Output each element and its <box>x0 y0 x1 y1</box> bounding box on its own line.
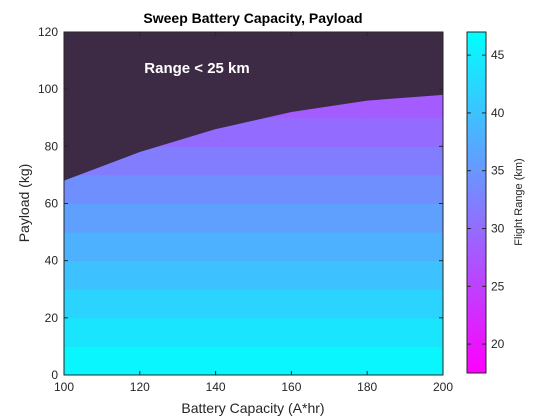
colorbar-tick-label: 45 <box>491 48 505 62</box>
heatmap-cell <box>367 260 444 290</box>
colorbar-tick-label: 25 <box>491 279 505 293</box>
heatmap-cell <box>139 346 217 376</box>
colorbar-tick-label: 20 <box>491 337 505 351</box>
plot-area <box>63 31 444 376</box>
heatmap-cell <box>291 146 368 176</box>
x-tick-label: 120 <box>130 380 150 394</box>
heatmap-cell <box>367 346 444 376</box>
heatmap-cell <box>215 174 292 204</box>
x-axis-label: Battery Capacity (A*hr) <box>181 400 324 416</box>
heatmap-cell <box>367 289 444 319</box>
heatmap-cell <box>215 346 292 376</box>
heatmap-cell <box>139 232 217 262</box>
heatmap-cell <box>64 317 141 347</box>
heatmap-cell <box>367 317 444 347</box>
heatmap-cell <box>64 260 141 290</box>
x-axis-ticks: 100 120 140 160 180 200 <box>54 32 453 394</box>
heatmap-cell <box>139 317 217 347</box>
heatmap-cell <box>139 174 217 204</box>
heatmap-cell <box>291 174 368 204</box>
y-axis-ticks: 0 20 40 60 80 100 120 <box>38 25 443 382</box>
heatmap-cell <box>139 203 217 233</box>
heatmap-cell <box>291 346 368 376</box>
heatmap-cell <box>291 232 368 262</box>
colorbar-tick-label: 30 <box>491 222 505 236</box>
heatmap-cell <box>139 289 217 319</box>
x-tick-label: 140 <box>206 380 226 394</box>
y-tick-label: 40 <box>45 254 59 268</box>
y-axis-label: Payload (kg) <box>16 164 32 243</box>
heatmap-cell <box>215 232 292 262</box>
heatmap-cell <box>64 346 141 376</box>
x-tick-label: 180 <box>357 380 377 394</box>
heatmap-cell <box>291 117 368 147</box>
y-tick-label: 0 <box>51 368 58 382</box>
heatmap-cell <box>367 174 444 204</box>
colorbar-bar <box>466 31 487 374</box>
range-annotation: Range < 25 km <box>144 60 249 77</box>
heatmap-cell <box>291 317 368 347</box>
heatmap-cell <box>291 203 368 233</box>
heatmap-cell <box>64 289 141 319</box>
chart-title: Sweep Battery Capacity, Payload <box>143 10 362 26</box>
heatmap-cell <box>215 260 292 290</box>
heatmap-cell <box>64 174 141 204</box>
y-tick-label: 20 <box>45 311 59 325</box>
heatmap-cell <box>215 203 292 233</box>
heatmap-cell <box>215 146 292 176</box>
heatmap-cell <box>291 289 368 319</box>
colorbar: 20 25 30 35 40 45 <box>466 31 505 374</box>
x-tick-label: 200 <box>433 380 453 394</box>
colorbar-tick-label: 35 <box>491 164 505 178</box>
y-tick-label: 120 <box>38 25 58 39</box>
heatmap-cell <box>215 317 292 347</box>
heatmap-cell <box>64 203 141 233</box>
y-tick-label: 80 <box>45 139 59 153</box>
heatmap-cell <box>139 146 217 176</box>
range-mask-region <box>64 32 443 181</box>
x-tick-label: 160 <box>281 380 301 394</box>
heatmap-cell <box>139 260 217 290</box>
heatmap-cell <box>291 260 368 290</box>
heatmap-cell <box>367 146 444 176</box>
heatmap-cell <box>367 203 444 233</box>
heatmap-cell <box>367 232 444 262</box>
y-tick-label: 100 <box>38 82 58 96</box>
heatmap-cell <box>367 117 444 147</box>
heatmap-cell <box>64 232 141 262</box>
y-tick-label: 60 <box>45 197 59 211</box>
x-tick-label: 100 <box>54 380 74 394</box>
colorbar-label: Flight Range (km) <box>513 158 525 245</box>
colorbar-tick-label: 40 <box>491 106 505 120</box>
heatmap-cell <box>215 289 292 319</box>
